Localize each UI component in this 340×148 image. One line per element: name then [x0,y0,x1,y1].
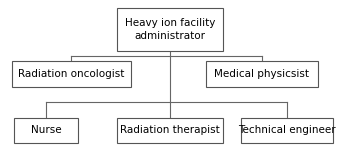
Text: Radiation therapist: Radiation therapist [120,125,220,135]
FancyBboxPatch shape [117,118,223,143]
Text: Technical engineer: Technical engineer [238,125,336,135]
FancyBboxPatch shape [117,8,223,51]
FancyBboxPatch shape [12,61,131,87]
Text: Heavy ion facility
administrator: Heavy ion facility administrator [125,18,215,41]
FancyBboxPatch shape [14,118,78,143]
FancyBboxPatch shape [206,61,318,87]
Text: Radiation oncologist: Radiation oncologist [18,69,124,79]
FancyBboxPatch shape [241,118,333,143]
Text: Nurse: Nurse [31,125,61,135]
Text: Medical physicsist: Medical physicsist [214,69,309,79]
